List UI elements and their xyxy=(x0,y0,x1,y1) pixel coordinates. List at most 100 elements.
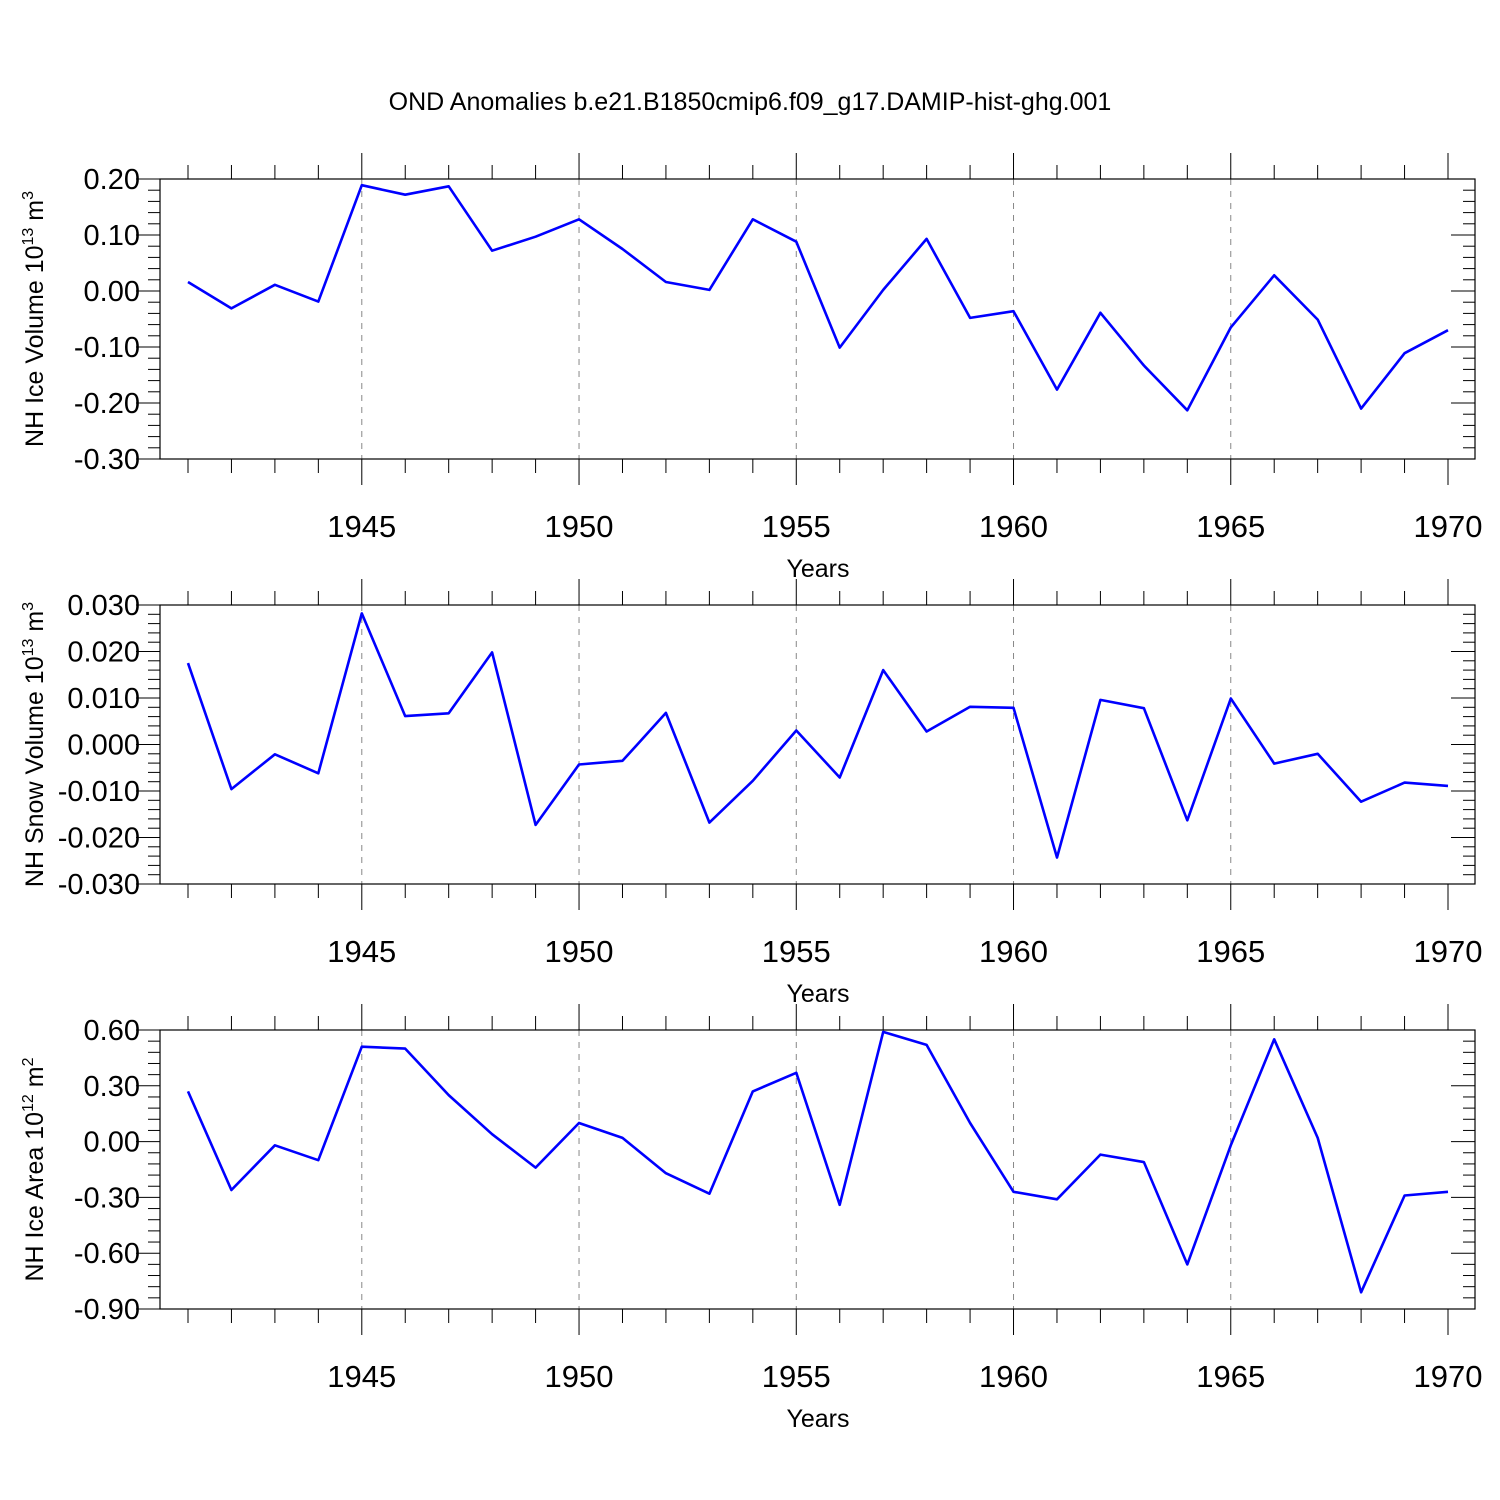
y-tick-label: -0.20 xyxy=(74,388,140,420)
y-tick-label: 0.00 xyxy=(84,276,140,308)
data-point xyxy=(1359,800,1363,804)
y-axis-label-part: NH Ice Volume 10 xyxy=(21,245,49,447)
x-tick-label: 1955 xyxy=(762,934,831,969)
data-point xyxy=(838,346,842,350)
data-point xyxy=(273,1143,277,1147)
data-point xyxy=(968,705,972,709)
data-point xyxy=(1359,1290,1363,1294)
y-axis-label-part: 2 xyxy=(20,1057,37,1066)
y-axis-label-part: m xyxy=(21,1066,49,1094)
data-point xyxy=(229,1188,233,1192)
data-point xyxy=(794,1071,798,1075)
data-point xyxy=(1229,1143,1233,1147)
data-point xyxy=(1142,706,1146,710)
x-axis-label: Years xyxy=(786,1405,849,1433)
data-point xyxy=(1142,363,1146,367)
x-tick-label: 1965 xyxy=(1196,934,1265,969)
data-point xyxy=(1446,784,1450,788)
data-point xyxy=(316,300,320,304)
data-point xyxy=(751,779,755,783)
data-point xyxy=(1185,818,1189,822)
data-point xyxy=(1229,696,1233,700)
data-point xyxy=(186,661,190,665)
x-tick-label: 1965 xyxy=(1196,509,1265,544)
data-point xyxy=(968,316,972,320)
data-point xyxy=(1403,781,1407,785)
data-point xyxy=(1403,351,1407,355)
y-tick-label: 0.30 xyxy=(84,1071,140,1103)
data-point xyxy=(1012,309,1016,313)
data-point xyxy=(881,1030,885,1034)
x-tick-label: 1945 xyxy=(327,509,396,544)
figure-title: OND Anomalies b.e21.B1850cmip6.f09_g17.D… xyxy=(388,88,1112,116)
y-tick-label: -0.30 xyxy=(74,1182,140,1214)
data-point xyxy=(1446,1190,1450,1194)
y-tick-label: 0.020 xyxy=(67,637,140,669)
y-axis-label-part: 3 xyxy=(20,191,37,200)
data-point xyxy=(838,1203,842,1207)
data-point xyxy=(1272,762,1276,766)
data-point xyxy=(360,1045,364,1049)
x-tick-label: 1950 xyxy=(545,1359,614,1394)
data-point xyxy=(707,1192,711,1196)
data-point xyxy=(1142,1160,1146,1164)
data-point xyxy=(360,183,364,187)
plot-frame xyxy=(159,604,1476,885)
data-point xyxy=(1055,388,1059,392)
data-point xyxy=(490,650,494,654)
x-tick-label: 1945 xyxy=(327,1359,396,1394)
x-tick-label: 1960 xyxy=(979,934,1048,969)
data-point xyxy=(1185,408,1189,412)
data-point xyxy=(534,235,538,239)
data-point xyxy=(794,729,798,733)
data-point xyxy=(1359,407,1363,411)
data-point xyxy=(794,240,798,244)
data-point xyxy=(968,1121,972,1125)
data-point xyxy=(403,193,407,197)
x-tick-label: 1950 xyxy=(545,509,614,544)
x-tick-label: 1950 xyxy=(545,934,614,969)
x-tick-label: 1970 xyxy=(1414,934,1483,969)
data-point xyxy=(403,714,407,718)
data-point xyxy=(447,184,451,188)
y-tick-label: 0.030 xyxy=(67,590,140,622)
y-tick-label: -0.10 xyxy=(74,332,140,364)
data-point xyxy=(1012,706,1016,710)
data-point xyxy=(881,668,885,672)
data-point xyxy=(490,1132,494,1136)
x-axis-label: Years xyxy=(786,555,849,583)
data-point xyxy=(751,1089,755,1093)
data-point xyxy=(534,823,538,827)
y-tick-label: 0.20 xyxy=(84,164,140,196)
data-point xyxy=(1055,1197,1059,1201)
y-tick-label: -0.60 xyxy=(74,1238,140,1270)
data-point xyxy=(751,217,755,221)
y-axis-label: NH Snow Volume 1013 m3 xyxy=(20,602,49,887)
data-point xyxy=(447,1093,451,1097)
data-point xyxy=(1446,328,1450,332)
data-point xyxy=(1229,325,1233,329)
x-tick-label: 1945 xyxy=(327,934,396,969)
y-tick-label: -0.90 xyxy=(74,1294,140,1326)
y-tick-label: 0.00 xyxy=(84,1127,140,1159)
data-point xyxy=(1316,1136,1320,1140)
data-point xyxy=(881,288,885,292)
chart-panel-2: -0.030 -0.020 -0.010 0.000 0.010 0.020 0.030 19… xyxy=(20,579,1482,1008)
data-point xyxy=(620,247,624,251)
y-axis-label-part: 13 xyxy=(20,228,37,246)
data-point xyxy=(577,1121,581,1125)
series-line xyxy=(186,1030,1449,1294)
x-tick-label: 1960 xyxy=(979,509,1048,544)
x-tick-label: 1965 xyxy=(1196,1359,1265,1394)
data-point xyxy=(664,1171,668,1175)
data-point xyxy=(229,787,233,791)
y-tick-label: 0.10 xyxy=(84,220,140,252)
y-axis-label-part: 13 xyxy=(20,639,37,657)
data-point xyxy=(664,711,668,715)
y-tick-label: -0.030 xyxy=(58,869,140,901)
data-point xyxy=(273,283,277,287)
data-point xyxy=(664,280,668,284)
y-tick-label: -0.30 xyxy=(74,444,140,476)
data-point xyxy=(1098,1153,1102,1157)
